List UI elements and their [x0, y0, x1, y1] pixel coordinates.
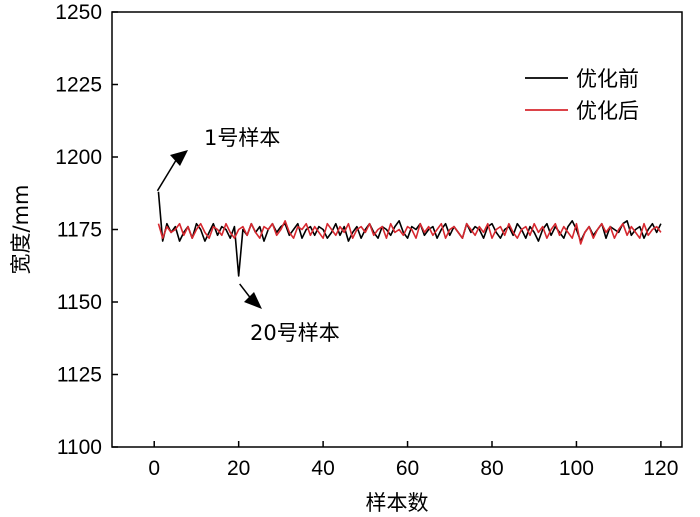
x-tick-label: 0 — [148, 457, 160, 480]
legend-label-after: 优化后 — [576, 99, 639, 123]
legend-label-before: 优化前 — [576, 67, 639, 91]
y-tick-label: 1100 — [57, 436, 102, 459]
x-tick-label: 40 — [311, 457, 334, 480]
legend: 优化前 优化后 — [525, 67, 639, 123]
series-line-after — [157, 220, 662, 245]
y-tick-label: 1175 — [57, 219, 102, 242]
x-axis-label: 样本数 — [366, 491, 429, 515]
x-tick-label: 80 — [480, 457, 503, 480]
x-tick-label: 100 — [559, 457, 594, 480]
ticks-layer: 0 20 40 60 80 100 120 1100 1125 1150 1175 1200 1225 1… — [55, 1, 678, 480]
annotation-sample-20: 20号样本 — [250, 321, 340, 345]
annotation-layer: 1号样本 20号样本 — [156, 126, 340, 345]
annotation-arrow-sample-1 — [156, 156, 179, 192]
x-tick-label: 60 — [396, 457, 419, 480]
y-tick-label: 1150 — [57, 291, 102, 314]
x-tick-label: 120 — [643, 457, 678, 480]
x-tick-label: 20 — [227, 457, 250, 480]
series-layer — [157, 191, 662, 277]
annotation-arrowhead-sample-20 — [244, 292, 262, 309]
annotation-arrowhead-sample-1 — [170, 150, 188, 166]
y-tick-label: 1250 — [55, 1, 102, 24]
y-tick-label: 1125 — [57, 364, 102, 387]
series-line-before — [157, 191, 662, 277]
annotation-sample-1: 1号样本 — [204, 126, 280, 150]
y-axis-label: 宽度/mm — [9, 185, 33, 275]
y-tick-label: 1200 — [55, 146, 102, 169]
y-tick-label: 1225 — [55, 74, 102, 97]
